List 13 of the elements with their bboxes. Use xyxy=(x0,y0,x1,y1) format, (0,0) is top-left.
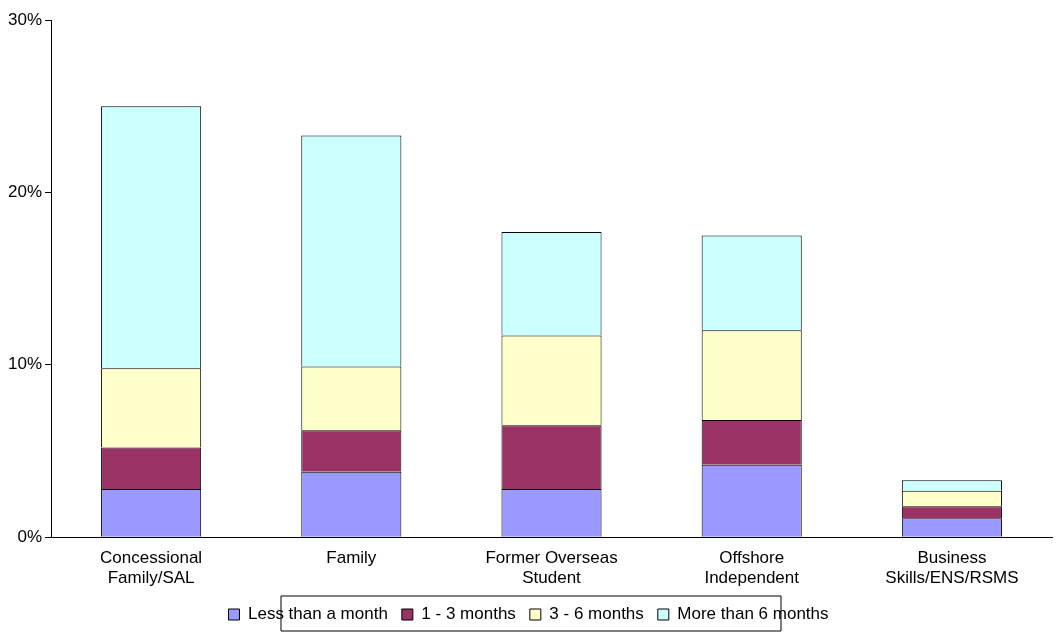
legend-label: 3 - 6 months xyxy=(549,604,644,624)
legend-label: Less than a month xyxy=(247,604,388,624)
y-tick-label: 20% xyxy=(7,182,43,202)
legend-label: More than 6 months xyxy=(677,604,829,624)
x-tick-label: Business Skills/ENS/RSMS xyxy=(885,548,1019,588)
x-tick-label: Former Overseas Student xyxy=(485,548,618,588)
y-tick-label: 10% xyxy=(7,354,43,374)
y-tick-label: 30% xyxy=(7,9,43,29)
y-tick-label: 0% xyxy=(17,526,43,546)
legend-label: 1 - 3 months xyxy=(421,604,516,624)
x-tick-label: Family xyxy=(326,548,377,568)
x-tick-label: Concessional Family/SAL xyxy=(100,548,203,588)
x-tick-label: Offshore Independent xyxy=(704,548,800,588)
